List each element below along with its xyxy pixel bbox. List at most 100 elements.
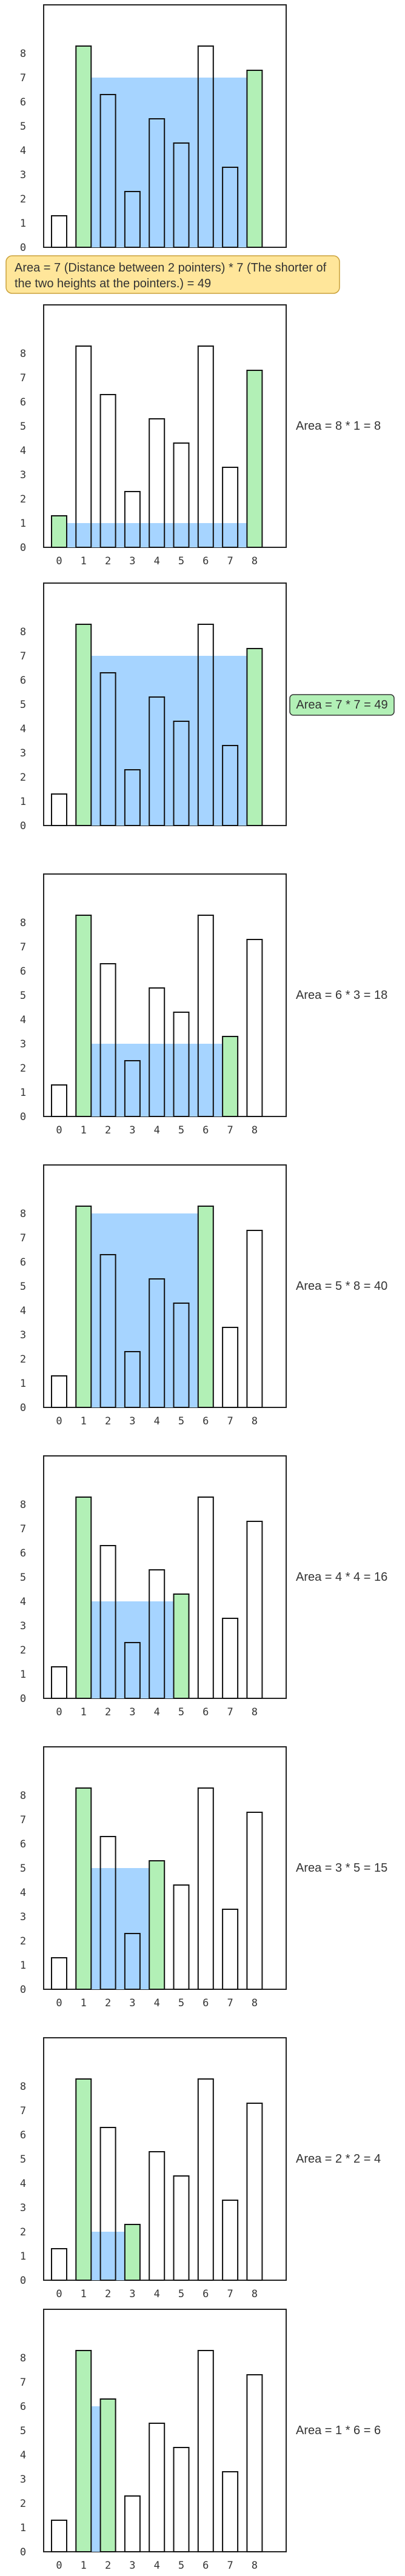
y-tick-label: 4 bbox=[20, 2449, 26, 2461]
height-bar-5 bbox=[173, 1012, 190, 1117]
step-7-panel: 0 1 2 3 4 5 6 7 8 0 1 2 3 4 5 6 7 8 Area = 2 * 2 = 4 bbox=[20, 2037, 381, 2300]
y-tick-label: 5 bbox=[20, 699, 26, 711]
y-tick-label: 6 bbox=[20, 2129, 26, 2141]
pointer-bar-8 bbox=[246, 370, 263, 548]
y-tick-label: 1 bbox=[20, 518, 26, 530]
height-bar-7 bbox=[222, 1909, 239, 1990]
note-line-2: the two heights at the pointers.) = 49 bbox=[15, 277, 211, 290]
explanation-note: Area = 7 (Distance between 2 pointers) *… bbox=[5, 255, 340, 294]
y-tick-label: 0 bbox=[20, 1111, 26, 1123]
y-tick-label: 4 bbox=[20, 145, 26, 157]
x-tick-label: 1 bbox=[81, 2288, 87, 2300]
x-tick-label: 6 bbox=[202, 2560, 209, 2572]
height-bar-5 bbox=[173, 142, 190, 248]
x-tick-label: 4 bbox=[154, 1415, 160, 1427]
y-tick-label: 3 bbox=[20, 1038, 26, 1050]
x-tick-label: 2 bbox=[105, 2560, 111, 2572]
x-tick-label: 0 bbox=[56, 2288, 62, 2300]
y-tick-label: 1 bbox=[20, 1087, 26, 1099]
y-tick-label: 7 bbox=[20, 2105, 26, 2117]
height-bar-6 bbox=[197, 2350, 214, 2552]
height-bar-0 bbox=[51, 2248, 67, 2281]
x-tick-label: 1 bbox=[81, 1706, 87, 1718]
height-bar-2 bbox=[99, 2127, 116, 2281]
y-tick-label: 7 bbox=[20, 72, 26, 84]
y-tick-label: 8 bbox=[20, 348, 26, 360]
x-tick-label: 3 bbox=[129, 2288, 135, 2300]
pointer-bar-1 bbox=[75, 2078, 92, 2281]
height-bar-0 bbox=[51, 1666, 67, 1699]
water-area bbox=[91, 1601, 174, 1698]
height-bar-2 bbox=[99, 672, 116, 826]
height-bar-5 bbox=[173, 1884, 190, 1990]
y-tick-label: 6 bbox=[20, 1838, 26, 1850]
x-tick-label: 8 bbox=[252, 1706, 258, 1718]
y-tick-label: 2 bbox=[20, 1063, 26, 1075]
height-bar-3 bbox=[124, 191, 141, 248]
height-bar-3 bbox=[124, 1933, 141, 1990]
pointer-bar-3 bbox=[124, 2224, 141, 2281]
x-tick-label: 5 bbox=[178, 555, 184, 567]
x-tick-label: 1 bbox=[81, 1124, 87, 1136]
x-tick-label: 3 bbox=[129, 555, 135, 567]
x-tick-label: 3 bbox=[129, 2560, 135, 2572]
pointer-bar-1 bbox=[75, 1787, 92, 1990]
x-tick-label: 8 bbox=[252, 1997, 258, 2009]
y-tick-label: 2 bbox=[20, 493, 26, 506]
height-bar-4 bbox=[149, 2151, 166, 2281]
x-tick-label: 0 bbox=[56, 1415, 62, 1427]
x-tick-label: 3 bbox=[129, 1124, 135, 1136]
height-bar-8 bbox=[246, 2374, 263, 2552]
y-tick-label: 1 bbox=[20, 1960, 26, 1972]
x-tick-label: 8 bbox=[252, 555, 258, 567]
height-bar-8 bbox=[246, 1521, 263, 1699]
y-tick-label: 5 bbox=[20, 1572, 26, 1584]
pointer-bar-7 bbox=[222, 1036, 239, 1117]
height-bar-0 bbox=[51, 215, 67, 248]
y-tick-label: 2 bbox=[20, 193, 26, 205]
y-tick-label: 5 bbox=[20, 990, 26, 1002]
step-4-panel: 0 1 2 3 4 5 6 7 8 0 1 2 3 4 5 6 7 8 Area = 5 * 8 = 40 bbox=[20, 1164, 387, 1427]
height-bar-2 bbox=[99, 1254, 116, 1408]
pointer-bar-1 bbox=[75, 45, 92, 248]
x-tick-label: 0 bbox=[56, 2560, 62, 2572]
height-bar-1 bbox=[75, 345, 92, 548]
pointer-bar-1 bbox=[75, 1497, 92, 1699]
area-label: Area = 6 * 3 = 18 bbox=[296, 989, 387, 1002]
height-bar-3 bbox=[124, 491, 141, 548]
height-bar-6 bbox=[197, 345, 214, 548]
height-bar-4 bbox=[149, 1278, 166, 1408]
step-1-panel: 0 1 2 3 4 5 6 7 8 0 1 2 3 4 5 6 7 8 Area = 8 * 1 = 8 bbox=[20, 304, 381, 567]
water-area bbox=[91, 78, 247, 247]
x-tick-label: 1 bbox=[81, 1997, 87, 2009]
x-tick-label: 3 bbox=[129, 1997, 135, 2009]
y-tick-label: 5 bbox=[20, 121, 26, 133]
x-tick-label: 8 bbox=[252, 2560, 258, 2572]
x-tick-label: 6 bbox=[202, 2288, 209, 2300]
height-bar-4 bbox=[149, 118, 166, 248]
pointer-bar-1 bbox=[75, 915, 92, 1117]
height-bar-0 bbox=[51, 1375, 67, 1408]
x-tick-label: 1 bbox=[81, 1415, 87, 1427]
x-tick-label: 5 bbox=[178, 1415, 184, 1427]
y-tick-label: 5 bbox=[20, 1281, 26, 1293]
step-0-panel: 0 1 2 3 4 5 6 7 8 bbox=[20, 4, 287, 254]
area-label: Area = 3 * 5 = 15 bbox=[296, 1861, 387, 1875]
y-tick-label: 4 bbox=[20, 723, 26, 735]
height-bar-3 bbox=[124, 2495, 141, 2552]
height-bar-7 bbox=[222, 1327, 239, 1408]
y-tick-label: 8 bbox=[20, 1499, 26, 1511]
height-bar-0 bbox=[51, 793, 67, 826]
height-bar-7 bbox=[222, 745, 239, 826]
x-tick-label: 6 bbox=[202, 1124, 209, 1136]
x-tick-label: 8 bbox=[252, 1124, 258, 1136]
x-tick-label: 4 bbox=[154, 1706, 160, 1718]
height-bar-8 bbox=[246, 1812, 263, 1990]
x-tick-label: 3 bbox=[129, 1415, 135, 1427]
height-bar-2 bbox=[99, 1836, 116, 1990]
y-tick-label: 3 bbox=[20, 2474, 26, 2486]
y-tick-label: 0 bbox=[20, 242, 26, 254]
y-tick-label: 0 bbox=[20, 1402, 26, 1414]
water-area bbox=[67, 523, 247, 547]
